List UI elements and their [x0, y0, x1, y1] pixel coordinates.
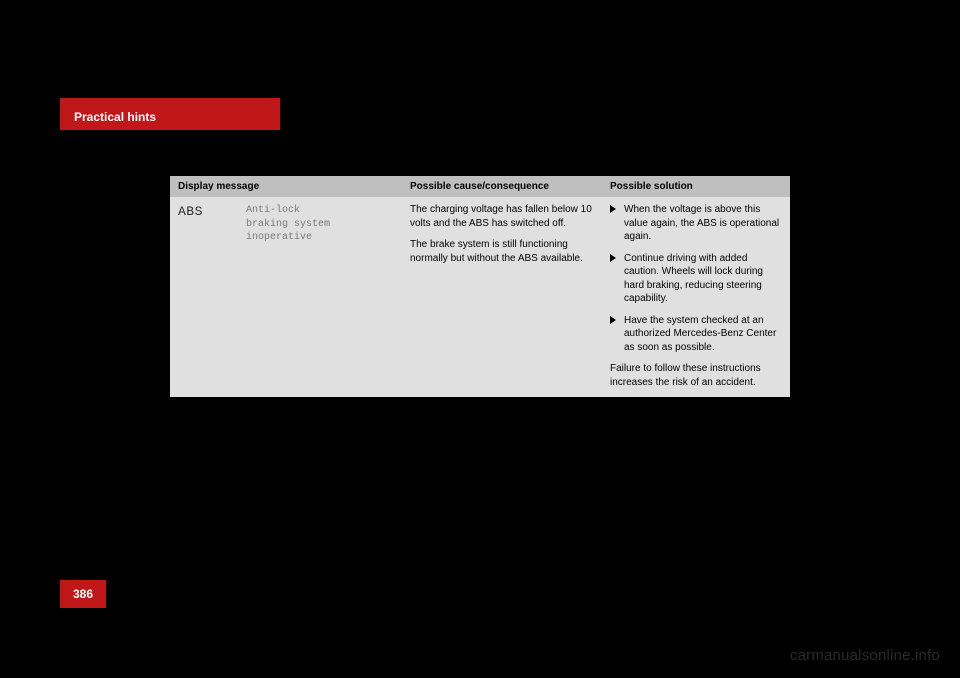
abs-label: ABS [170, 197, 246, 397]
mono-line: braking system [246, 218, 330, 232]
column-header-possible-cause: Possible cause/consequence [402, 176, 602, 197]
table-header-row: Display message Possible cause/consequen… [170, 176, 790, 197]
solution-bullet: Have the system checked at an authorized… [610, 314, 782, 355]
page-number: 386 [73, 587, 93, 601]
solution-list: When the voltage is above this value aga… [610, 203, 782, 354]
solution-bullet: When the voltage is above this value aga… [610, 203, 782, 244]
page-number-badge: 386 [60, 580, 106, 608]
table-row: ABS Anti-lock braking system inoperative… [170, 197, 790, 397]
solution-bullet: Continue driving with added caution. Whe… [610, 252, 782, 306]
cell-possible-cause: The charging voltage has fallen below 10… [402, 197, 602, 397]
section-tab-label: Practical hints [74, 110, 156, 124]
cell-possible-solution: When the voltage is above this value aga… [602, 197, 790, 397]
cell-display-message: ABS Anti-lock braking system inoperative [170, 197, 402, 397]
display-message-text: Anti-lock braking system inoperative [246, 197, 338, 397]
cause-paragraph: The charging voltage has fallen below 10… [410, 203, 594, 230]
cause-paragraph: The brake system is still functioning no… [410, 238, 594, 265]
mono-line: Anti-lock [246, 204, 330, 218]
column-header-display-message: Display message [170, 176, 402, 197]
section-tab: Practical hints [60, 98, 280, 130]
message-table: Display message Possible cause/consequen… [170, 176, 790, 397]
mono-line: inoperative [246, 231, 330, 245]
column-header-possible-solution: Possible solution [602, 176, 790, 197]
watermark: carmanualsonline.info [790, 647, 940, 664]
solution-footer: Failure to follow these instructions inc… [610, 362, 782, 389]
